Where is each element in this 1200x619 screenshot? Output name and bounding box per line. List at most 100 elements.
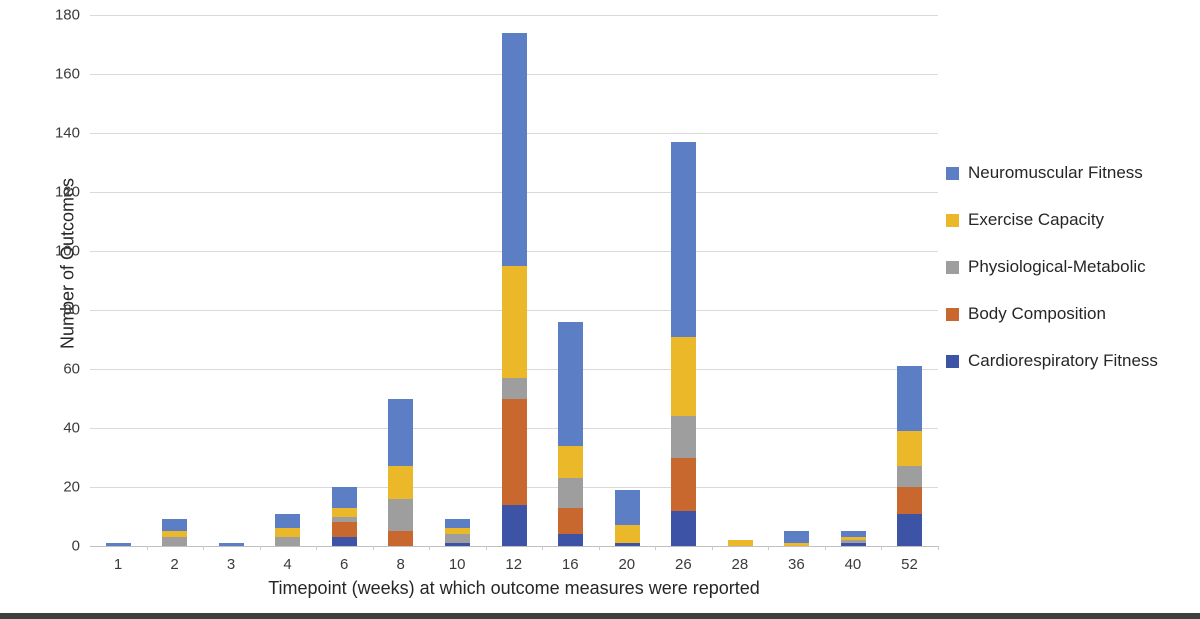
legend-swatch-icon bbox=[946, 307, 959, 321]
bar-segment bbox=[444, 534, 470, 544]
x-axis-tick bbox=[711, 546, 713, 550]
y-tick-label: 60 bbox=[63, 360, 80, 378]
bar-segment bbox=[671, 416, 697, 458]
y-tick-label: 120 bbox=[54, 183, 80, 201]
bar-segment bbox=[840, 543, 866, 546]
legend: Neuromuscular Fitness Exercise Capacity Ph… bbox=[946, 163, 1158, 399]
y-tick-label: 160 bbox=[54, 65, 80, 83]
x-tick-label: 8 bbox=[396, 556, 405, 573]
x-tick-label: 1 bbox=[113, 556, 123, 573]
y-tick-label: 20 bbox=[63, 478, 80, 496]
x-axis-tick bbox=[598, 546, 600, 550]
x-tick-label: 20 bbox=[618, 556, 636, 573]
bar-segment bbox=[558, 321, 584, 446]
bar-segment bbox=[897, 430, 923, 467]
x-tick-label: 52 bbox=[901, 556, 918, 573]
bar-stack-week-16 bbox=[558, 321, 584, 546]
legend-swatch-icon bbox=[946, 166, 959, 180]
bar-segment bbox=[501, 32, 527, 266]
bar-segment bbox=[897, 513, 923, 546]
bar-segment bbox=[275, 513, 301, 529]
x-tick-label: 10 bbox=[448, 556, 466, 573]
bar-segment bbox=[218, 543, 244, 546]
bar-segment bbox=[501, 504, 527, 546]
x-tick-label: 6 bbox=[339, 556, 349, 573]
bar-segment bbox=[444, 543, 470, 546]
legend-item: Cardiorespiratory Fitness bbox=[946, 351, 1158, 370]
bar-stack-week-28 bbox=[727, 540, 753, 546]
y-tick-label: 0 bbox=[71, 537, 80, 555]
bar-segment bbox=[331, 487, 357, 508]
bar-segment bbox=[671, 336, 697, 417]
bar-segment bbox=[444, 519, 470, 529]
bar-segment bbox=[897, 366, 923, 431]
bar-segment bbox=[501, 265, 527, 378]
bar-stack-week-12 bbox=[501, 32, 527, 546]
x-tick-label: 28 bbox=[731, 556, 749, 573]
x-axis-tick bbox=[203, 546, 205, 550]
bar-stack-week-2 bbox=[162, 519, 188, 546]
bar-segment bbox=[501, 377, 527, 399]
legend-label: Exercise Capacity bbox=[968, 210, 1105, 229]
bar-segment bbox=[162, 537, 188, 546]
bar-segment bbox=[275, 537, 301, 546]
x-tick-label: 16 bbox=[561, 556, 579, 573]
bar-stack-week-3 bbox=[218, 543, 244, 546]
bar-stack-week-1 bbox=[105, 543, 131, 546]
y-tick-label: 180 bbox=[54, 6, 80, 24]
legend-swatch-icon bbox=[946, 213, 959, 227]
y-tick-label: 40 bbox=[63, 419, 80, 437]
bar-segment bbox=[331, 516, 357, 523]
x-axis-tick bbox=[768, 546, 770, 550]
x-axis-tick bbox=[824, 546, 826, 550]
bar-segment bbox=[897, 487, 923, 514]
bar-segment bbox=[331, 507, 357, 517]
legend-label: Body Composition bbox=[968, 304, 1106, 323]
bar-segment bbox=[558, 445, 584, 479]
gridline bbox=[90, 15, 938, 16]
bar-segment bbox=[275, 528, 301, 538]
bar-segment bbox=[388, 466, 414, 499]
x-axis-tick bbox=[316, 546, 318, 550]
y-tick-label: 140 bbox=[54, 124, 80, 142]
x-tick-label: 2 bbox=[170, 556, 179, 573]
bar-stack-week-40 bbox=[840, 531, 866, 546]
x-tick-label: 36 bbox=[788, 556, 805, 573]
bar-segment bbox=[671, 510, 697, 546]
window-bottom-edge bbox=[0, 613, 1200, 619]
bar-segment bbox=[671, 141, 697, 337]
bar-stack-week-4 bbox=[275, 513, 301, 546]
y-tick-label: 80 bbox=[63, 301, 80, 319]
plot-area bbox=[90, 15, 938, 547]
legend-swatch-icon bbox=[946, 354, 959, 368]
x-axis-tick bbox=[655, 546, 657, 550]
x-tick-label: 4 bbox=[283, 556, 292, 573]
y-tick-label: 100 bbox=[54, 242, 80, 260]
x-axis-tick bbox=[429, 546, 431, 550]
x-axis-tick bbox=[259, 546, 261, 550]
bar-segment bbox=[444, 528, 470, 535]
x-tick-label: 26 bbox=[674, 556, 692, 573]
bar-segment bbox=[727, 540, 753, 546]
bar-segment bbox=[614, 525, 640, 544]
legend-swatch-icon bbox=[946, 260, 959, 274]
bar-stack-week-10 bbox=[444, 519, 470, 546]
bar-segment bbox=[614, 489, 640, 526]
x-axis-tick bbox=[881, 546, 883, 550]
bar-stack-week-6 bbox=[331, 487, 357, 546]
x-axis-tick bbox=[485, 546, 487, 550]
legend-item: Exercise Capacity bbox=[946, 210, 1158, 229]
bar-segment bbox=[162, 519, 188, 532]
x-axis-tick bbox=[372, 546, 374, 550]
legend-item: Physiological-Metabolic bbox=[946, 257, 1158, 276]
bar-stack-week-36 bbox=[784, 531, 810, 546]
bar-stack-week-26 bbox=[671, 141, 697, 546]
bar-stack-week-52 bbox=[897, 366, 923, 546]
bar-segment bbox=[840, 537, 866, 541]
bar-segment bbox=[558, 534, 584, 546]
legend-label: Physiological-Metabolic bbox=[968, 257, 1146, 276]
bar-segment bbox=[331, 522, 357, 538]
x-axis-tick bbox=[542, 546, 544, 550]
legend-item: Body Composition bbox=[946, 304, 1158, 323]
